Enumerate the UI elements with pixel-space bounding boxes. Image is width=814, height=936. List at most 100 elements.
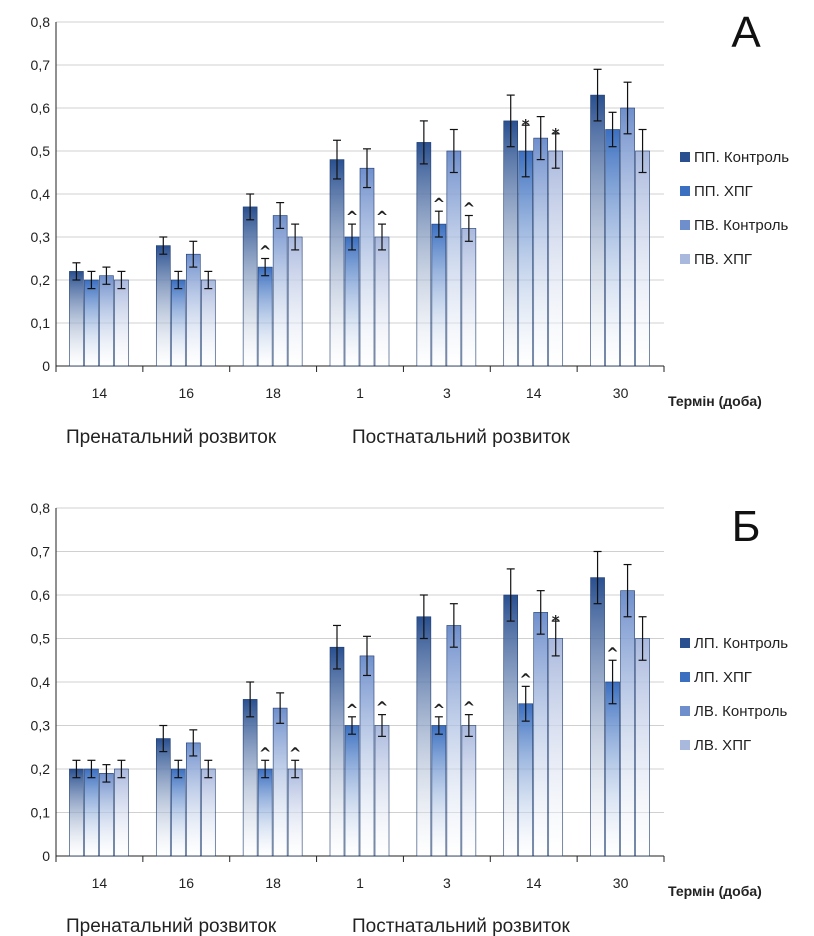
bar [155,738,171,857]
significance-mark: * [552,125,560,143]
y-tick-label: 0,6 [31,587,51,603]
x-axis-title: Термін (доба) [668,393,762,409]
y-tick-label: 0,1 [31,315,51,331]
bar [99,773,114,857]
bar [185,253,201,367]
y-tick-label: 0,4 [31,674,51,690]
bar [533,612,549,857]
y-tick-label: 0,8 [31,500,51,516]
significance-mark: ^ [433,195,446,213]
bar [431,223,447,367]
x-tick-label: 3 [443,385,451,401]
bar [69,271,84,367]
bar [548,638,564,857]
legend-swatch [680,638,690,648]
bar [84,279,99,367]
legend-swatch [680,152,690,162]
bar [635,638,650,857]
bar [374,725,390,857]
bar [548,150,564,367]
chart-panel-1: 0 0,1 0,2 0,3 0,4 0,5 0,6 0,7 0,8 14 16 ^ 18 ^ ^ 1 ^ ^ 3 * *… [31,8,790,448]
x-tick-label: 30 [613,875,629,891]
legend-swatch [680,740,690,750]
bar [114,279,129,367]
significance-mark: ^ [289,744,302,762]
period-label-prenatal: Пренатальний розвиток [66,916,277,936]
bar [170,768,186,857]
bar [446,625,462,857]
bar [170,279,186,367]
legend-label: ЛП. ХПГ [694,669,752,686]
y-tick-label: 0,4 [31,186,51,202]
chart-panel-2: 0 0,1 0,2 0,3 0,4 0,5 0,6 0,7 0,8 14 16 ^ ^ 18 ^ ^ 1 ^ ^ 3 ^… [31,500,789,936]
y-tick-label: 0,5 [31,143,51,159]
x-tick-label: 18 [265,385,281,401]
bar [635,150,650,367]
bar [431,725,447,857]
bar [257,768,273,857]
significance-mark: * [522,116,530,134]
y-tick-label: 0,7 [31,544,51,560]
x-tick-label: 3 [443,875,451,891]
bar [620,590,635,857]
bar [272,707,288,857]
x-tick-label: 18 [265,875,281,891]
legend-swatch [680,254,690,264]
bar [287,236,303,367]
significance-mark: ^ [376,208,389,226]
bar [461,228,477,367]
x-tick-label: 16 [178,385,194,401]
bar [155,245,171,367]
bar [242,699,258,857]
bar [359,655,375,857]
bar [200,768,216,857]
x-tick-label: 30 [613,385,629,401]
bar [503,594,519,857]
period-label-prenatal: Пренатальний розвиток [66,427,277,448]
bar [416,142,432,367]
bar [272,215,288,367]
y-tick-label: 0,2 [31,272,51,288]
legend-swatch [680,672,690,682]
bar [329,646,345,857]
significance-mark: * [552,612,560,630]
bar [605,681,620,857]
bar [605,129,620,367]
y-tick-label: 0,3 [31,718,51,734]
significance-mark: ^ [463,699,476,717]
y-tick-label: 0,8 [31,14,51,30]
bar [344,236,360,367]
legend-label: ЛВ. Контроль [694,703,788,720]
significance-mark: ^ [259,243,272,261]
significance-mark: ^ [259,744,272,762]
significance-mark: ^ [433,701,446,719]
bar [344,725,360,857]
bar [359,167,375,367]
x-tick-label: 16 [178,875,194,891]
bar [590,577,605,857]
legend-label: ПВ. Контроль [694,217,788,234]
y-tick-label: 0 [42,358,50,374]
bar [518,703,534,857]
x-axis-title: Термін (доба) [668,883,762,899]
x-tick-label: 14 [526,875,542,891]
bar [446,150,462,367]
bar [374,236,390,367]
y-tick-label: 0,1 [31,805,51,821]
significance-mark: ^ [376,699,389,717]
bar [590,94,605,367]
bar [69,768,84,857]
significance-mark: ^ [346,208,359,226]
legend-label: ЛП. Контроль [694,635,788,652]
x-tick-label: 14 [92,875,108,891]
legend-swatch [680,220,690,230]
bar [200,279,216,367]
bar [329,159,345,367]
panel-label: А [731,8,761,57]
legend-label: ПП. Контроль [694,149,789,166]
x-tick-label: 14 [526,385,542,401]
significance-mark: ^ [463,200,476,218]
legend-label: ПП. ХПГ [694,183,753,200]
x-tick-label: 1 [356,385,364,401]
